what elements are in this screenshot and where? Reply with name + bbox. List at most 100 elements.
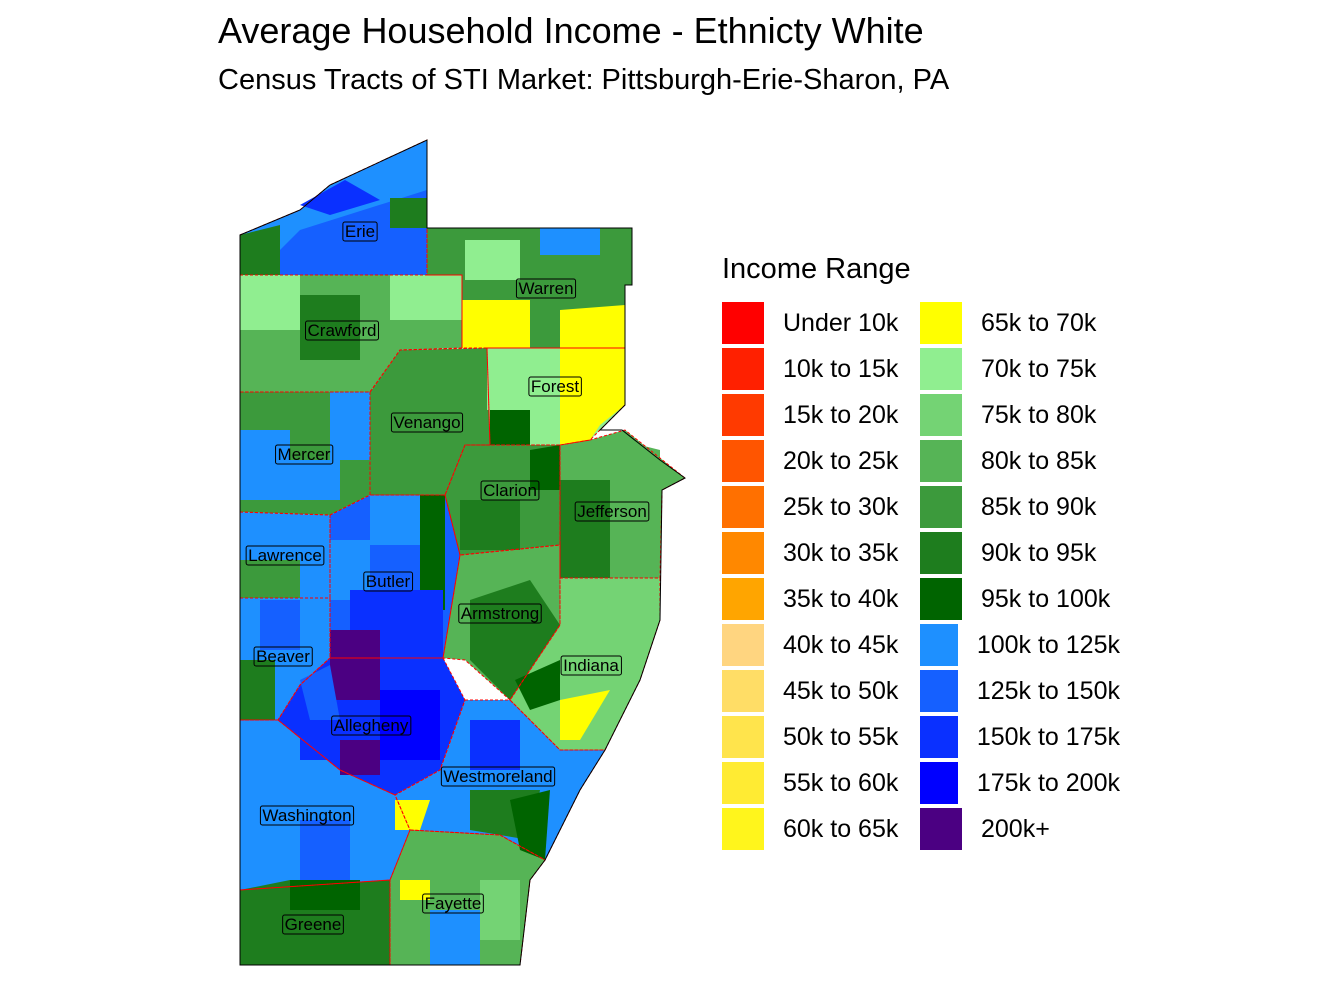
legend-label: Under 10k xyxy=(783,308,899,337)
legend-swatch xyxy=(920,486,962,528)
tract-patch xyxy=(470,580,560,700)
tract-patch xyxy=(260,600,300,650)
tract-patch xyxy=(240,225,280,275)
legend-item: 200k+ xyxy=(920,806,1120,852)
county-label-box xyxy=(363,571,414,592)
legend-label: 65k to 70k xyxy=(981,308,1097,337)
county-label-box xyxy=(342,221,378,242)
county-labels: Erie Warren Crawford Forest Venango Mercer Law… xyxy=(245,221,650,935)
county-label: Forest xyxy=(531,377,579,396)
legend-swatch xyxy=(920,394,962,436)
legend-swatch xyxy=(722,578,764,620)
legend-item: 20k to 25k xyxy=(722,438,920,484)
legend-swatch xyxy=(722,670,764,712)
legend-swatch xyxy=(920,348,962,390)
tract-patch xyxy=(515,660,560,710)
county-label-box xyxy=(458,603,542,624)
tract-patch xyxy=(240,430,290,500)
county-label: Crawford xyxy=(308,321,377,340)
tract-patch xyxy=(560,305,625,445)
legend-item: 65k to 70k xyxy=(920,300,1120,346)
legend-label: 25k to 30k xyxy=(783,492,899,521)
legend-label: 200k+ xyxy=(981,814,1050,843)
legend-label: 100k to 125k xyxy=(976,630,1120,659)
county-label-box xyxy=(574,501,650,522)
tract-patch xyxy=(420,495,445,610)
county-label-box xyxy=(275,444,334,465)
tract-patch xyxy=(340,740,380,775)
tract-patch xyxy=(510,790,550,860)
county-label: Lawrence xyxy=(248,546,322,565)
county-label: Erie xyxy=(345,222,375,241)
legend-item: 10k to 15k xyxy=(722,346,920,392)
legend-label: 95k to 100k xyxy=(981,584,1111,613)
map-title: Average Household Income - Ethnicty Whit… xyxy=(218,10,924,51)
legend-label: 15k to 20k xyxy=(783,400,899,429)
tract-patch xyxy=(380,690,440,760)
legend-swatch xyxy=(920,440,962,482)
tract-patch xyxy=(300,665,340,720)
legend-item: 55k to 60k xyxy=(722,760,920,806)
legend-swatch xyxy=(722,624,764,666)
legend-label: 150k to 175k xyxy=(976,722,1120,751)
tract-patch xyxy=(460,500,520,550)
county-label: Allegheny xyxy=(334,716,409,735)
legend-item: 80k to 85k xyxy=(920,438,1120,484)
legend-swatch xyxy=(920,624,958,666)
legend-swatch xyxy=(920,716,958,758)
legend-swatch xyxy=(722,302,764,344)
legend-label: 60k to 65k xyxy=(783,814,899,843)
legend-item: 125k to 150k xyxy=(920,668,1120,714)
county-label-box xyxy=(560,655,622,676)
county-label: Venango xyxy=(393,413,460,432)
legend-item: 75k to 80k xyxy=(920,392,1120,438)
legend-item: 60k to 65k xyxy=(722,806,920,852)
legend-item: 95k to 100k xyxy=(920,576,1120,622)
legend-swatch xyxy=(722,808,764,850)
tract-patch xyxy=(462,300,530,348)
tract-patch xyxy=(490,410,530,445)
legend-label: 75k to 80k xyxy=(981,400,1097,429)
county-label: Warren xyxy=(518,279,573,298)
tract-patch xyxy=(400,380,470,440)
county-label: Clarion xyxy=(483,481,537,500)
legend-label: 80k to 85k xyxy=(981,446,1097,475)
tract-patch xyxy=(300,720,330,760)
tract-patch xyxy=(240,560,300,598)
county-label-box xyxy=(515,278,577,299)
county-label: Jefferson xyxy=(577,502,647,521)
legend-swatch xyxy=(920,578,962,620)
tract-patch xyxy=(240,760,290,830)
county-border xyxy=(329,494,461,659)
county-label: Butler xyxy=(366,572,411,591)
tract-patch xyxy=(390,198,427,228)
legend-label: 175k to 200k xyxy=(976,768,1120,797)
tract-patch xyxy=(300,180,380,215)
tract-patch xyxy=(300,820,350,880)
legend-label: 10k to 15k xyxy=(783,354,899,383)
market-outline xyxy=(239,139,686,966)
county-border xyxy=(442,544,561,701)
map-subtitle: Census Tracts of STI Market: Pittsburgh-… xyxy=(218,64,950,96)
county-label-box xyxy=(390,412,464,433)
legend-label: 30k to 35k xyxy=(783,538,899,567)
tract-patch xyxy=(560,590,610,660)
legend-item: 45k to 50k xyxy=(722,668,920,714)
legend-title: Income Range xyxy=(722,253,911,285)
tract-patch xyxy=(240,275,300,330)
county-label: Washington xyxy=(262,806,351,825)
legend-label: 70k to 75k xyxy=(981,354,1097,383)
county-label-box xyxy=(259,805,355,826)
county-label: Greene xyxy=(285,915,342,934)
legend-item: 175k to 200k xyxy=(920,760,1120,806)
legend-label: 90k to 95k xyxy=(981,538,1097,567)
legend-swatch xyxy=(920,532,962,574)
legend-swatch xyxy=(722,486,764,528)
tract-patch xyxy=(330,392,370,460)
county-label-box xyxy=(528,376,582,397)
county-label-box xyxy=(440,766,556,787)
tract-patch xyxy=(290,460,340,500)
tract-patch xyxy=(480,880,520,940)
county-label-box xyxy=(331,715,412,736)
county-label: Beaver xyxy=(256,647,310,666)
